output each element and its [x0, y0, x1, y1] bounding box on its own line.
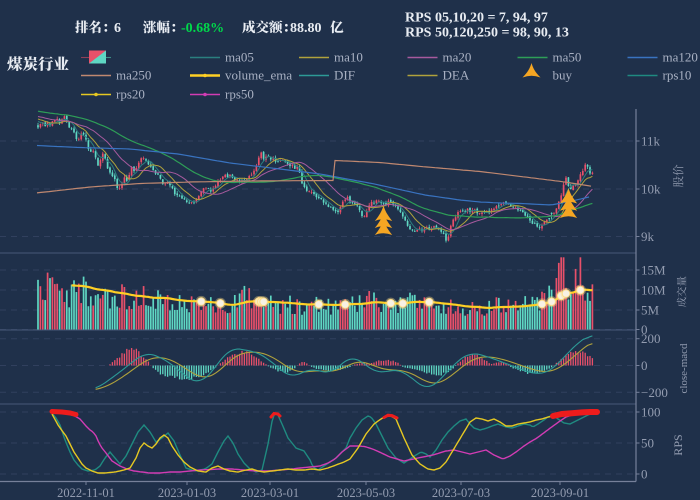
svg-text:88.80: 88.80: [290, 21, 322, 36]
svg-text:DEA: DEA: [443, 68, 470, 83]
svg-text:volume_ema: volume_ema: [225, 68, 292, 83]
svg-text:100: 100: [641, 405, 661, 420]
svg-text:RPS 50,120,250 = 98, 90, 13: RPS 50,120,250 = 98, 90, 13: [405, 26, 569, 41]
svg-text:5M: 5M: [641, 303, 660, 318]
svg-text:9k: 9k: [641, 229, 655, 244]
svg-text:rps20: rps20: [116, 87, 145, 102]
svg-text:ma50: ma50: [553, 50, 582, 65]
svg-text:ma250: ma250: [116, 68, 151, 83]
svg-text:-0.68%: -0.68%: [181, 21, 224, 36]
svg-text:0: 0: [641, 467, 648, 482]
svg-text:2023-05-03: 2023-05-03: [337, 486, 395, 500]
svg-text:ma10: ma10: [334, 50, 363, 65]
svg-text:6: 6: [114, 21, 121, 36]
svg-text:close-macd: close-macd: [678, 343, 690, 394]
svg-text:2022-11-01: 2022-11-01: [57, 486, 115, 500]
svg-text:10M: 10M: [641, 283, 666, 298]
svg-text:DIF: DIF: [334, 68, 355, 83]
svg-text:0: 0: [641, 358, 648, 373]
svg-text:2023-03-01: 2023-03-01: [241, 486, 299, 500]
svg-text:2023-09-01: 2023-09-01: [531, 486, 589, 500]
svg-text:buy: buy: [553, 68, 573, 83]
svg-text:rps50: rps50: [225, 87, 254, 102]
svg-text:RPS 05,10,20 = 7, 94, 97: RPS 05,10,20 = 7, 94, 97: [405, 11, 548, 26]
svg-text:−200: −200: [641, 385, 668, 400]
svg-text:rps10: rps10: [663, 68, 692, 83]
svg-text:2023-07-03: 2023-07-03: [432, 486, 490, 500]
svg-text:ma120: ma120: [663, 50, 698, 65]
svg-text:ma20: ma20: [443, 50, 472, 65]
svg-text:50: 50: [641, 436, 654, 451]
svg-text:11k: 11k: [641, 134, 661, 149]
svg-text:0: 0: [641, 322, 648, 337]
svg-text:200: 200: [641, 331, 661, 346]
svg-text:15M: 15M: [641, 263, 666, 278]
svg-text:ma05: ma05: [225, 50, 254, 65]
svg-text:10k: 10k: [641, 182, 661, 197]
svg-text:RPS: RPS: [671, 434, 685, 455]
svg-text:2023-01-03: 2023-01-03: [158, 486, 216, 500]
